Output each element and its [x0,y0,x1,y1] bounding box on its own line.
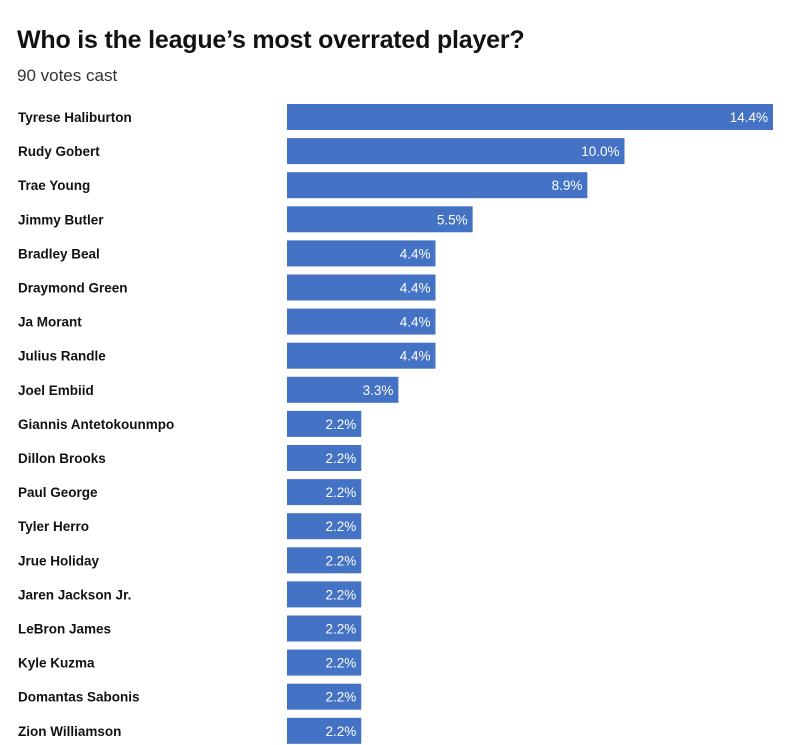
bar-value-label: 2.2% [325,587,356,602]
bar-value-label: 4.4% [400,246,431,261]
category-label: Ja Morant [18,315,82,330]
bar-value-label: 2.2% [325,451,356,466]
bar [287,342,436,369]
bar [287,445,362,471]
bar-value-label: 2.2% [325,519,356,534]
bar [287,274,436,301]
category-label: Rudy Gobert [18,144,100,159]
bar-value-label: 2.2% [325,622,356,637]
bar [287,308,436,335]
category-label: Joel Embiid [18,383,94,398]
bar [287,240,436,267]
chart-title: Who is the league’s most overrated playe… [17,26,525,54]
bar [287,683,362,710]
bar [287,104,773,130]
category-label: Paul George [18,485,98,500]
category-label: Domantas Sabonis [18,690,140,705]
bar [287,717,362,744]
category-label: Trae Young [18,178,90,193]
bar [287,376,399,403]
bar [287,138,625,165]
bar-value-label: 2.2% [325,656,356,671]
category-label: Jaren Jackson Jr. [18,587,131,602]
bar-value-label: 2.2% [325,553,356,568]
bar [287,172,588,199]
bar-value-label: 2.2% [325,485,356,500]
bar [287,410,362,437]
category-label: Giannis Antetokounmpo [18,417,174,432]
bar-value-label: 10.0% [581,144,619,159]
category-label: Jimmy Butler [18,212,104,227]
category-label: LeBron James [18,622,111,637]
category-label: Julius Randle [18,349,106,364]
category-label: Dillon Brooks [18,451,106,466]
bar [287,479,362,506]
bar [287,513,362,540]
bar-value-label: 2.2% [325,417,356,432]
bar-value-label: 5.5% [437,212,468,227]
bar-value-label: 2.2% [325,690,356,705]
category-label: Kyle Kuzma [18,656,95,671]
bar-value-label: 4.4% [400,315,431,330]
category-label: Tyler Herro [18,519,89,534]
bar [287,615,362,642]
chart-subtitle: 90 votes cast [17,66,118,85]
bar-value-label: 2.2% [325,724,356,739]
category-label: Draymond Green [18,281,128,296]
bar [287,649,362,676]
bar-value-label: 3.3% [363,383,394,398]
bar-value-label: 4.4% [400,349,431,364]
bar [287,547,362,574]
bar-value-label: 14.4% [730,110,768,125]
category-label: Bradley Beal [18,246,100,261]
category-label: Tyrese Haliburton [18,110,132,125]
category-label: Zion Williamson [18,724,121,739]
bar-value-label: 4.4% [400,281,431,296]
category-label: Jrue Holiday [18,553,100,568]
bar [287,206,473,233]
bar-value-label: 8.9% [552,178,583,193]
bar [287,581,362,608]
